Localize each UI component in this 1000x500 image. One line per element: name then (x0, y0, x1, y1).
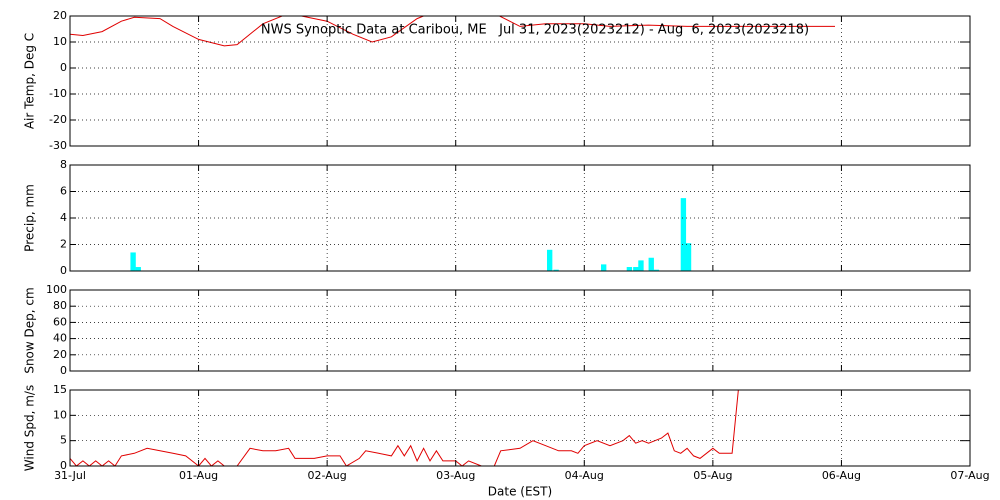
y-tick-label: -30 (49, 139, 67, 152)
x-tick-label: 04-Aug (565, 469, 604, 482)
y-tick-label: 80 (53, 299, 67, 312)
data-line (70, 390, 739, 466)
chart-title: NWS Synoptic Data at Caribou, ME Jul 31,… (261, 23, 809, 38)
data-line (70, 16, 835, 47)
x-tick-label: 03-Aug (436, 469, 475, 482)
y-tick-label: 2 (60, 238, 67, 251)
bar (638, 260, 644, 271)
bar (547, 249, 553, 271)
x-tick-label: 07-Aug (950, 469, 989, 482)
frame (69, 164, 971, 272)
bar (135, 267, 141, 271)
frame (69, 15, 971, 147)
frame (69, 389, 971, 467)
y-tick-label: -10 (49, 87, 67, 100)
bar (633, 267, 639, 271)
x-tick-label: 02-Aug (308, 469, 347, 482)
bar (653, 269, 660, 271)
y-tick-label: 5 (60, 434, 67, 447)
y-tick-label: 0 (60, 364, 67, 377)
bar (680, 198, 687, 271)
y-tick-label: 10 (53, 35, 67, 48)
y-tick-label: 20 (53, 9, 67, 22)
frame (69, 289, 971, 372)
plot (130, 198, 692, 271)
x-tick-label: 05-Aug (693, 469, 732, 482)
x-axis-label: Date (EST) (488, 485, 552, 499)
y-axis-label: Air Temp, Deg C (23, 33, 37, 129)
y-axis-label: Snow Dep, cm (23, 287, 37, 373)
y-tick-label: 60 (53, 315, 67, 328)
x-tick-label: 06-Aug (822, 469, 861, 482)
bar (626, 267, 633, 271)
x-tick-label: 01-Aug (179, 469, 218, 482)
y-axis-label: Wind Spd, m/s (23, 385, 37, 471)
bar (601, 264, 607, 271)
y-tick-label: 8 (60, 158, 67, 171)
bar (553, 269, 559, 271)
y-tick-label: 100 (46, 283, 67, 296)
x-tick-label: 31-Jul (54, 469, 86, 482)
bar (685, 243, 692, 271)
y-axis-label: Precip, mm (23, 184, 37, 252)
y-tick-label: 15 (53, 383, 67, 396)
bar (130, 252, 136, 271)
y-tick-label: 6 (60, 185, 67, 198)
y-tick-label: 0 (60, 264, 67, 277)
y-tick-label: -20 (49, 113, 67, 126)
y-tick-label: 4 (60, 211, 67, 224)
y-tick-label: 0 (60, 61, 67, 74)
bar (648, 257, 654, 271)
y-tick-label: 40 (53, 332, 67, 345)
plot (70, 390, 739, 466)
plot (70, 16, 835, 47)
y-tick-label: 20 (53, 348, 67, 361)
y-tick-label: 10 (53, 408, 67, 421)
y-tick-label: 0 (60, 459, 67, 472)
